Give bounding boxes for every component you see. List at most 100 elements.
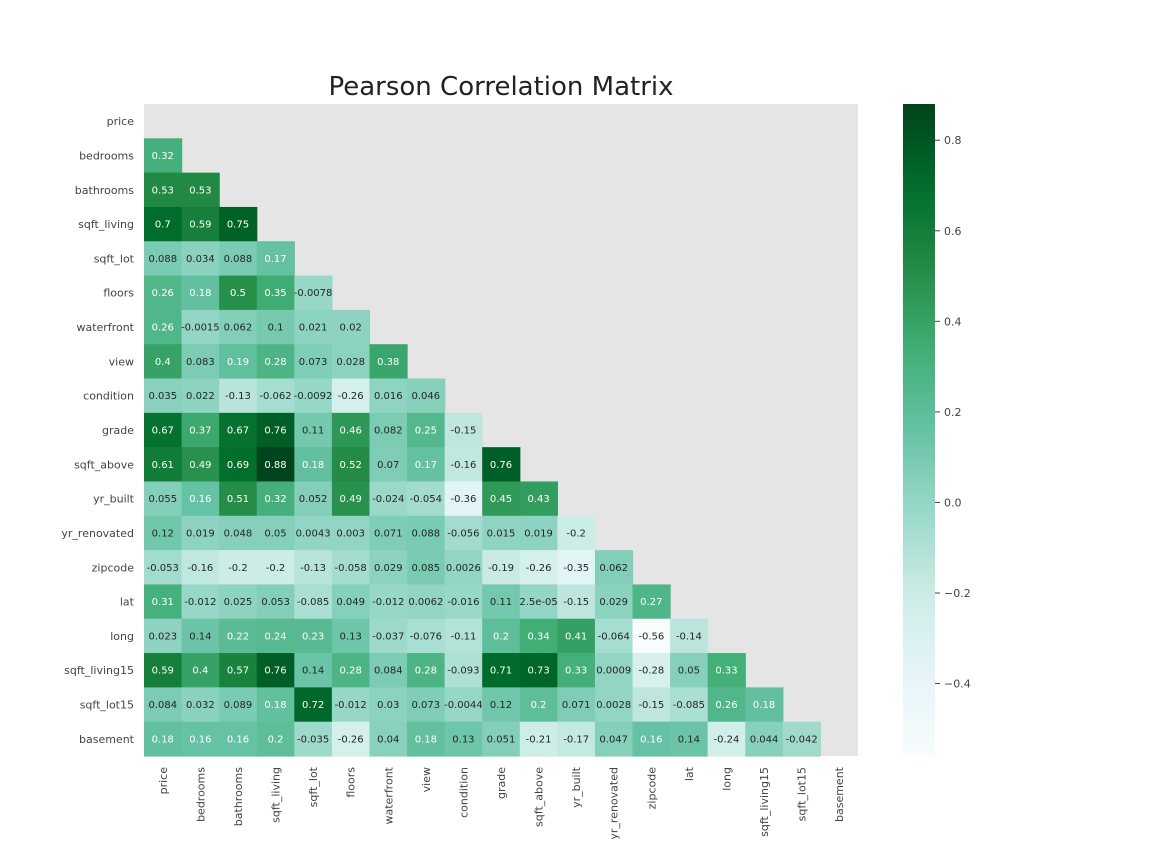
x-tick-label: bathrooms — [232, 767, 245, 826]
heatmap-cell — [369, 687, 408, 723]
heatmap-cell — [256, 378, 295, 414]
heatmap-cell — [219, 687, 258, 723]
cell-value-label: 0.73 — [527, 666, 549, 677]
heatmap-cell — [632, 584, 671, 620]
heatmap-cell — [219, 309, 258, 345]
heatmap-cell — [219, 275, 258, 311]
heatmap-cell — [219, 378, 258, 414]
heatmap-cell — [407, 687, 446, 723]
heatmap-cell — [482, 653, 521, 688]
heatmap-cell — [144, 241, 183, 277]
cell-value-label: 0.17 — [264, 254, 286, 265]
cell-value-label: 2.5e-05 — [519, 597, 557, 608]
heatmap-cell — [557, 687, 596, 723]
heatmap-cell — [444, 447, 483, 483]
cell-value-label: 0.089 — [224, 700, 253, 711]
cell-value-label: 0.53 — [189, 185, 211, 196]
heatmap-cell — [294, 412, 333, 448]
heatmap-cell — [256, 241, 295, 277]
colorbar-tick-label: 0.6 — [944, 225, 962, 238]
heatmap-cell — [331, 584, 371, 620]
cell-value-label: 0.76 — [264, 426, 286, 437]
heatmap-cell — [331, 687, 371, 723]
heatmap-cell — [369, 618, 408, 654]
heatmap-cell — [144, 653, 183, 688]
heatmap-cell — [294, 618, 333, 654]
heatmap-cell — [181, 653, 220, 688]
cell-value-label: 0.088 — [412, 528, 441, 539]
cell-value-label: 0.0028 — [596, 700, 631, 711]
heatmap-cell — [294, 275, 333, 311]
heatmap-cell — [256, 550, 295, 586]
x-tick-label: grade — [495, 767, 508, 799]
cell-value-label: 0.05 — [264, 528, 286, 539]
cell-value-label: 0.28 — [264, 357, 286, 368]
heatmap-cell — [407, 447, 446, 483]
cell-value-label: 0.16 — [189, 494, 211, 505]
heatmap-cell — [256, 344, 295, 380]
heatmap-cell — [519, 584, 558, 620]
x-tick-label: long — [720, 767, 733, 791]
cell-value-label: 0.25 — [415, 426, 437, 437]
colorbar-tick-label: 0.4 — [944, 315, 962, 328]
y-tick-label: floors — [103, 287, 134, 300]
heatmap-cell — [294, 550, 333, 586]
cell-value-label: 0.029 — [599, 597, 628, 608]
heatmap-cell — [557, 584, 596, 620]
cell-value-label: 0.1 — [268, 323, 284, 334]
heatmap-cell — [181, 344, 220, 380]
heatmap-cell — [407, 721, 446, 757]
cell-value-label: 0.029 — [374, 563, 403, 574]
heatmap-cell — [632, 687, 671, 723]
heatmap-cell — [444, 721, 483, 757]
cell-value-label: -0.15 — [563, 597, 589, 608]
cell-value-label: 0.084 — [148, 700, 177, 711]
heatmap-cell — [331, 447, 371, 483]
cell-value-label: 0.17 — [415, 460, 437, 471]
heatmap-cell — [294, 481, 333, 517]
heatmap-cell — [519, 687, 558, 723]
cell-value-label: 0.071 — [562, 700, 591, 711]
colorbar-tick-label: −0.4 — [944, 678, 971, 691]
heatmap-cell — [181, 241, 220, 277]
cell-value-label: -0.062 — [259, 391, 291, 402]
heatmap-cell — [707, 687, 746, 723]
y-tick-label: price — [107, 115, 135, 128]
heatmap-cell — [144, 412, 183, 448]
heatmap-cell — [444, 584, 483, 620]
heatmap-cell — [256, 481, 295, 517]
cell-value-label: 0.18 — [302, 460, 324, 471]
y-tick-label: waterfront — [76, 321, 134, 334]
cell-value-label: 0.23 — [302, 631, 324, 642]
heatmap-cell — [219, 481, 258, 517]
cell-value-label: 0.61 — [152, 460, 174, 471]
heatmap-cell — [144, 172, 183, 208]
cell-value-label: 0.073 — [299, 357, 328, 368]
cell-value-label: -0.16 — [187, 563, 213, 574]
heatmap-cell — [219, 550, 258, 586]
heatmap-cell — [519, 515, 558, 551]
cell-value-label: 0.2 — [531, 700, 547, 711]
heatmap-cell — [294, 515, 333, 551]
heatmap-cell — [369, 378, 408, 414]
cell-value-label: -0.2 — [566, 528, 586, 539]
heatmap-cell — [594, 618, 634, 654]
heatmap-cell — [294, 309, 333, 345]
y-tick-label: sqft_above — [74, 458, 134, 471]
cell-value-label: 0.71 — [490, 666, 512, 677]
heatmap-cell — [256, 584, 295, 620]
heatmap-cell — [594, 550, 634, 586]
cell-value-label: 0.34 — [527, 631, 549, 642]
heatmap-cell — [331, 515, 371, 551]
heatmap-cell — [369, 721, 408, 757]
cell-value-label: -0.0044 — [444, 700, 483, 711]
heatmap-cell — [519, 618, 558, 654]
cell-value-label: 0.019 — [186, 528, 215, 539]
heatmap-cell — [594, 721, 634, 757]
heatmap-cell — [144, 378, 183, 414]
cell-value-label: 0.022 — [186, 391, 215, 402]
heatmap-cell — [181, 550, 220, 586]
cell-value-label: 0.37 — [189, 426, 211, 437]
y-tick-label: zipcode — [92, 561, 135, 574]
heatmap-cell — [369, 653, 408, 688]
